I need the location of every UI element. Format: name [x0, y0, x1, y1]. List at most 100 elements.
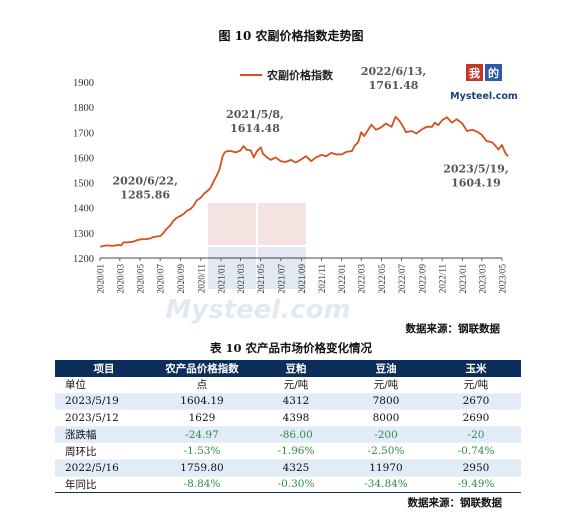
x-tick-label: 2020/01 — [96, 264, 106, 294]
table-row: 年同比 -8.84% -0.30% -34.84% -9.49% — [55, 476, 521, 494]
legend-label: 农副价格指数 — [266, 68, 334, 82]
annotation-date: 2020/6/22, — [112, 174, 177, 187]
x-tick-label: 2020/11 — [196, 264, 206, 293]
series-line — [100, 115, 509, 248]
table-cell: 1629 — [153, 409, 251, 427]
table-cell: -2.50% — [341, 442, 431, 460]
table-cell: 点 — [153, 377, 251, 394]
x-tick-label: 2022/01 — [337, 264, 347, 294]
x-tick-label: 2021/05 — [256, 264, 266, 294]
table-row: 涨跌幅 -24.97 -86.00 -200 -20 — [55, 426, 521, 444]
table-cell: -8.84% — [153, 476, 251, 494]
y-tick-label: 1200 — [73, 254, 94, 265]
x-tick-label: 2023/03 — [477, 264, 487, 294]
table-cell: -1.53% — [153, 442, 251, 460]
table-cell: 8000 — [341, 409, 431, 427]
x-tick-label: 2020/09 — [176, 264, 186, 294]
col-header: 项目 — [55, 360, 153, 377]
annotations: 2020/6/22,1285.86 2021/5/8,1614.48 2022/6/… — [112, 65, 508, 202]
x-tick-label: 2021/09 — [297, 264, 307, 294]
y-tick-label: 1800 — [73, 103, 94, 114]
table-cell: -9.49% — [431, 476, 521, 494]
legend: 农副价格指数 — [240, 68, 334, 82]
col-header: 农产品价格指数 — [153, 360, 251, 377]
table-row: 2023/5/19 1604.19 4312 7800 2670 — [55, 393, 521, 411]
watermark: Mysteel.com — [165, 203, 351, 325]
x-tick-label: 2022/03 — [357, 264, 367, 294]
row-label: 2022/5/16 — [55, 459, 153, 477]
table-source: 数据来源：钢联数据 — [407, 497, 503, 509]
y-tick-label: 1300 — [73, 229, 94, 240]
row-label: 年同比 — [55, 476, 153, 494]
table-cell: 元/吨 — [251, 377, 341, 394]
line-chart: Mysteel.com 1200 1300 1400 1500 1600 1700 1800… — [73, 64, 518, 325]
x-tick-label: 2021/03 — [236, 264, 246, 294]
y-tick-label: 1600 — [73, 153, 94, 164]
x-tick-label: 2021/11 — [317, 264, 327, 293]
table-row: 2022/5/16 1759.80 4325 11970 2950 — [55, 459, 521, 477]
figure-title: 图 10 农副价格指数走势图 — [218, 29, 364, 43]
table-cell: 元/吨 — [431, 377, 521, 394]
mysteel-logo: 我 的 Mysteel.com — [450, 64, 518, 102]
table-cell: -200 — [341, 426, 431, 444]
table-cell: 4312 — [251, 393, 341, 411]
table-cell: 2950 — [431, 459, 521, 477]
table-cell: 2690 — [431, 409, 521, 427]
y-tick-label: 1500 — [73, 179, 94, 190]
annotation-date: 2021/5/8, — [226, 108, 284, 121]
x-tick-label: 2021/01 — [216, 264, 226, 294]
table-cell: 1759.80 — [153, 459, 251, 477]
table-cell: 7800 — [341, 393, 431, 411]
annotation-value: 1604.19 — [451, 176, 501, 189]
row-label: 涨跌幅 — [55, 426, 153, 444]
table-cell: 11970 — [341, 459, 431, 477]
annotation-value: 1285.86 — [120, 188, 170, 201]
table-cell: -0.74% — [431, 442, 521, 460]
logo-tile — [466, 64, 483, 81]
y-tick-label: 1900 — [73, 78, 94, 89]
x-tick-label: 2021/07 — [276, 264, 286, 294]
table-cell: -0.30% — [251, 476, 341, 494]
table-body: 单位点元/吨 元/吨 元/吨 2023/5/19 1604.19 4312 7800 2670… — [55, 377, 521, 494]
table-cell: -20 — [431, 426, 521, 444]
logo-tile — [485, 64, 502, 81]
price-table: 项目 农产品价格指数 豆粕 豆油 玉米 单位点元/吨 元/吨 元/吨 2023/5/1… — [55, 360, 521, 494]
chart-axes: 1200 1300 1400 1500 1600 1700 1800 1900 2020/01 2… — [73, 78, 508, 294]
table-row: 单位点元/吨 元/吨 元/吨 — [55, 377, 521, 394]
table-row: 2023/5/12 1629 4398 8000 2690 — [55, 409, 521, 427]
table-cell: -24.97 — [153, 426, 251, 444]
x-tick-label: 2022/07 — [397, 264, 407, 294]
x-tick-label: 2020/07 — [156, 264, 166, 294]
table-cell: 2670 — [431, 393, 521, 411]
x-tick-label: 2020/05 — [136, 264, 146, 294]
table-cell: -1.96% — [251, 442, 341, 460]
logo-brand: Mysteel.com — [450, 91, 518, 102]
table-cell: 4398 — [251, 409, 341, 427]
table-header-row: 项目 农产品价格指数 豆粕 豆油 玉米 — [55, 360, 521, 377]
row-label: 2023/5/12 — [55, 409, 153, 427]
col-header: 玉米 — [431, 360, 521, 377]
x-tick-label: 2020/03 — [115, 264, 125, 294]
x-tick-label: 2022/11 — [438, 264, 448, 293]
chart-source: 数据来源：钢联数据 — [405, 323, 501, 335]
logo-char-1: 我 — [469, 66, 480, 80]
x-tick-label: 2023/05 — [498, 264, 508, 294]
row-label: 单位 — [55, 377, 153, 394]
y-tick-label: 1400 — [73, 204, 94, 215]
col-header: 豆粕 — [251, 360, 341, 377]
annotation-value: 1614.48 — [230, 122, 280, 135]
annotation-date: 2023/5/19, — [443, 162, 508, 175]
table-cell: 元/吨 — [341, 377, 431, 394]
logo-char-2: 的 — [488, 66, 499, 80]
row-label: 2023/5/19 — [55, 393, 153, 411]
annotation-date: 2022/6/13, — [361, 65, 426, 78]
x-tick-label: 2022/05 — [377, 264, 387, 294]
table-row: 周环比 -1.53% -1.96% -2.50% -0.74% — [55, 442, 521, 460]
table-cell: 4325 — [251, 459, 341, 477]
table-cell: -86.00 — [251, 426, 341, 444]
series-layer — [100, 115, 509, 248]
table-cell: 1604.19 — [153, 393, 251, 411]
x-tick-label: 2023/01 — [458, 264, 468, 294]
y-tick-label: 1700 — [73, 128, 94, 139]
table-cell: -34.84% — [341, 476, 431, 494]
